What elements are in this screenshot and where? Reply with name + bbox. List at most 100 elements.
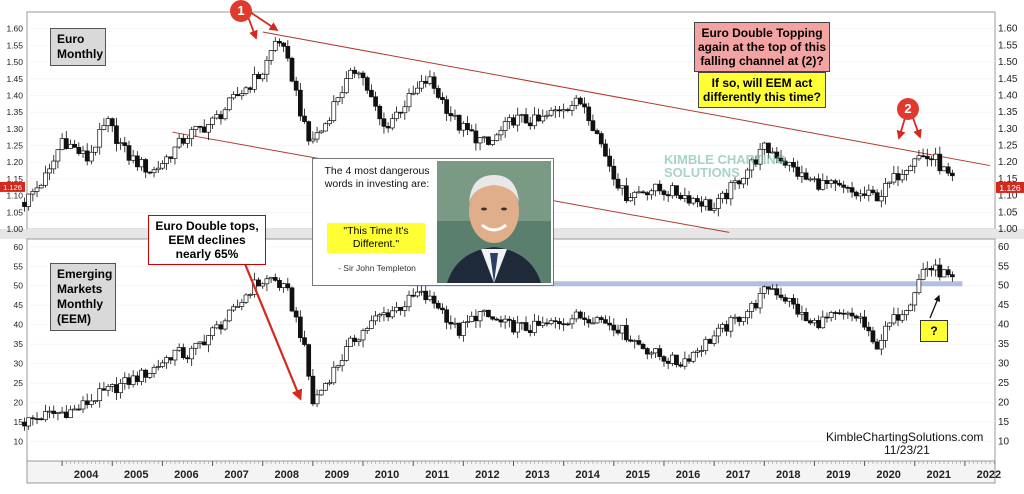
euro-candle [197, 125, 203, 128]
euro-candle [920, 155, 926, 158]
euro-candle [569, 105, 575, 111]
euro-candle [293, 80, 299, 91]
eem-candle [197, 341, 203, 344]
eem-candle [343, 346, 349, 361]
euro-candle [536, 114, 541, 122]
eem-candle [540, 322, 546, 326]
euro-candle [649, 190, 654, 196]
eem-candle [22, 421, 27, 427]
euro-candle [523, 114, 529, 124]
euro-y-tick-label-right: 1.15 [998, 174, 1018, 185]
euro-candle [816, 178, 821, 190]
euro-candle [415, 87, 420, 94]
eem-candle [134, 375, 140, 382]
eem-candle [398, 306, 404, 311]
eem-candle [720, 324, 725, 329]
euro-candle [423, 80, 429, 84]
eem-candle [226, 309, 232, 322]
euro-candle [803, 172, 809, 180]
euro-candle [130, 155, 136, 161]
eem-y-tick-label-left: 30 [14, 359, 24, 369]
euro-candle [214, 114, 220, 119]
euro-candle [669, 185, 675, 197]
euro-candle [302, 115, 307, 122]
euro-candle [665, 194, 671, 197]
euro-candle [761, 142, 767, 150]
eem-decline-arrow [244, 263, 303, 401]
eem-y-tick-label-left: 10 [14, 437, 24, 447]
euro-candle [419, 80, 424, 89]
eem-support-line [408, 281, 963, 287]
eem-candle [741, 317, 746, 322]
eem-candle [139, 369, 144, 382]
euro-candle [828, 180, 834, 185]
euro-candle [406, 93, 412, 108]
eem-candle [55, 412, 61, 415]
euro-candle [552, 109, 558, 112]
euro-y-tick-label-right: 1.50 [998, 57, 1018, 68]
euro-candle [235, 94, 241, 97]
euro-candle [527, 122, 533, 127]
eem-candle [193, 342, 199, 349]
euro-candle [281, 42, 286, 47]
eem-candle [356, 339, 362, 342]
eem-candle [394, 306, 399, 312]
eem-candle [950, 274, 955, 278]
eem-candle [745, 311, 750, 319]
eem-candle [874, 341, 880, 350]
euro-candle [256, 74, 261, 80]
eem-candle [89, 400, 94, 405]
last-value-tag-right [996, 181, 1024, 193]
eem-candle [807, 320, 813, 324]
euro-double-topping-note: Euro Double Topping again at the top of … [694, 22, 830, 72]
euro-candle [573, 97, 579, 106]
euro-y-tick-label-right: 1.25 [998, 141, 1018, 152]
euro-y-tick-label-left: 1.25 [6, 141, 23, 151]
eem-candle [828, 312, 834, 319]
euro-candle [435, 88, 441, 98]
quote-author: - Sir John Templeton [338, 263, 416, 273]
eem-candle [243, 294, 249, 303]
euro-candle [76, 147, 82, 154]
euro-y-tick-label-right: 1.05 [998, 207, 1018, 218]
eem-y-tick-label-right: 45 [998, 300, 1010, 311]
eem-candle [210, 327, 215, 336]
euro-last-value-tags: 1.126 1.126 [0, 181, 1024, 193]
eem-y-tick-label-right: 15 [998, 417, 1010, 428]
eem-candle [878, 340, 884, 350]
eem-candle [929, 267, 934, 271]
euro-candle [243, 87, 249, 94]
eem-candle [47, 410, 52, 413]
eem-candle [352, 337, 358, 342]
euro-candle [369, 89, 374, 98]
euro-candle [615, 178, 621, 189]
euro-candle [858, 193, 863, 197]
euro-y-tick-label-right: 1.55 [998, 40, 1018, 51]
eem-y-tick-label-left: 60 [14, 242, 24, 252]
euro-candle [795, 166, 801, 177]
annotation-arrows [244, 11, 941, 401]
euro-candle [59, 138, 65, 151]
eem-candle [235, 306, 241, 308]
eem-candle [206, 335, 211, 346]
euro-candle [34, 187, 40, 192]
eem-candle [933, 264, 938, 271]
eem-candle [97, 388, 103, 402]
eem-candle [812, 319, 817, 324]
euro-candle [590, 120, 596, 131]
euro-candle [323, 123, 328, 132]
eem-candle [465, 321, 470, 324]
eem-y-tick-label-right: 10 [998, 437, 1010, 448]
euro-y-tick-label-left: 1.50 [6, 57, 23, 67]
eem-candles [22, 257, 955, 431]
euro-candle [565, 109, 571, 111]
eem-question-note: If so, will EEM act differently this tim… [698, 72, 826, 108]
eem-candle [820, 316, 826, 329]
euro-candle [126, 145, 132, 161]
euro-candle [778, 157, 784, 162]
eem-candle [268, 277, 274, 280]
x-tick-label: 2013 [525, 469, 549, 481]
eem-candle [201, 341, 207, 346]
eem-y-tick-label-right: 55 [998, 261, 1010, 272]
eem-candle [578, 311, 583, 319]
